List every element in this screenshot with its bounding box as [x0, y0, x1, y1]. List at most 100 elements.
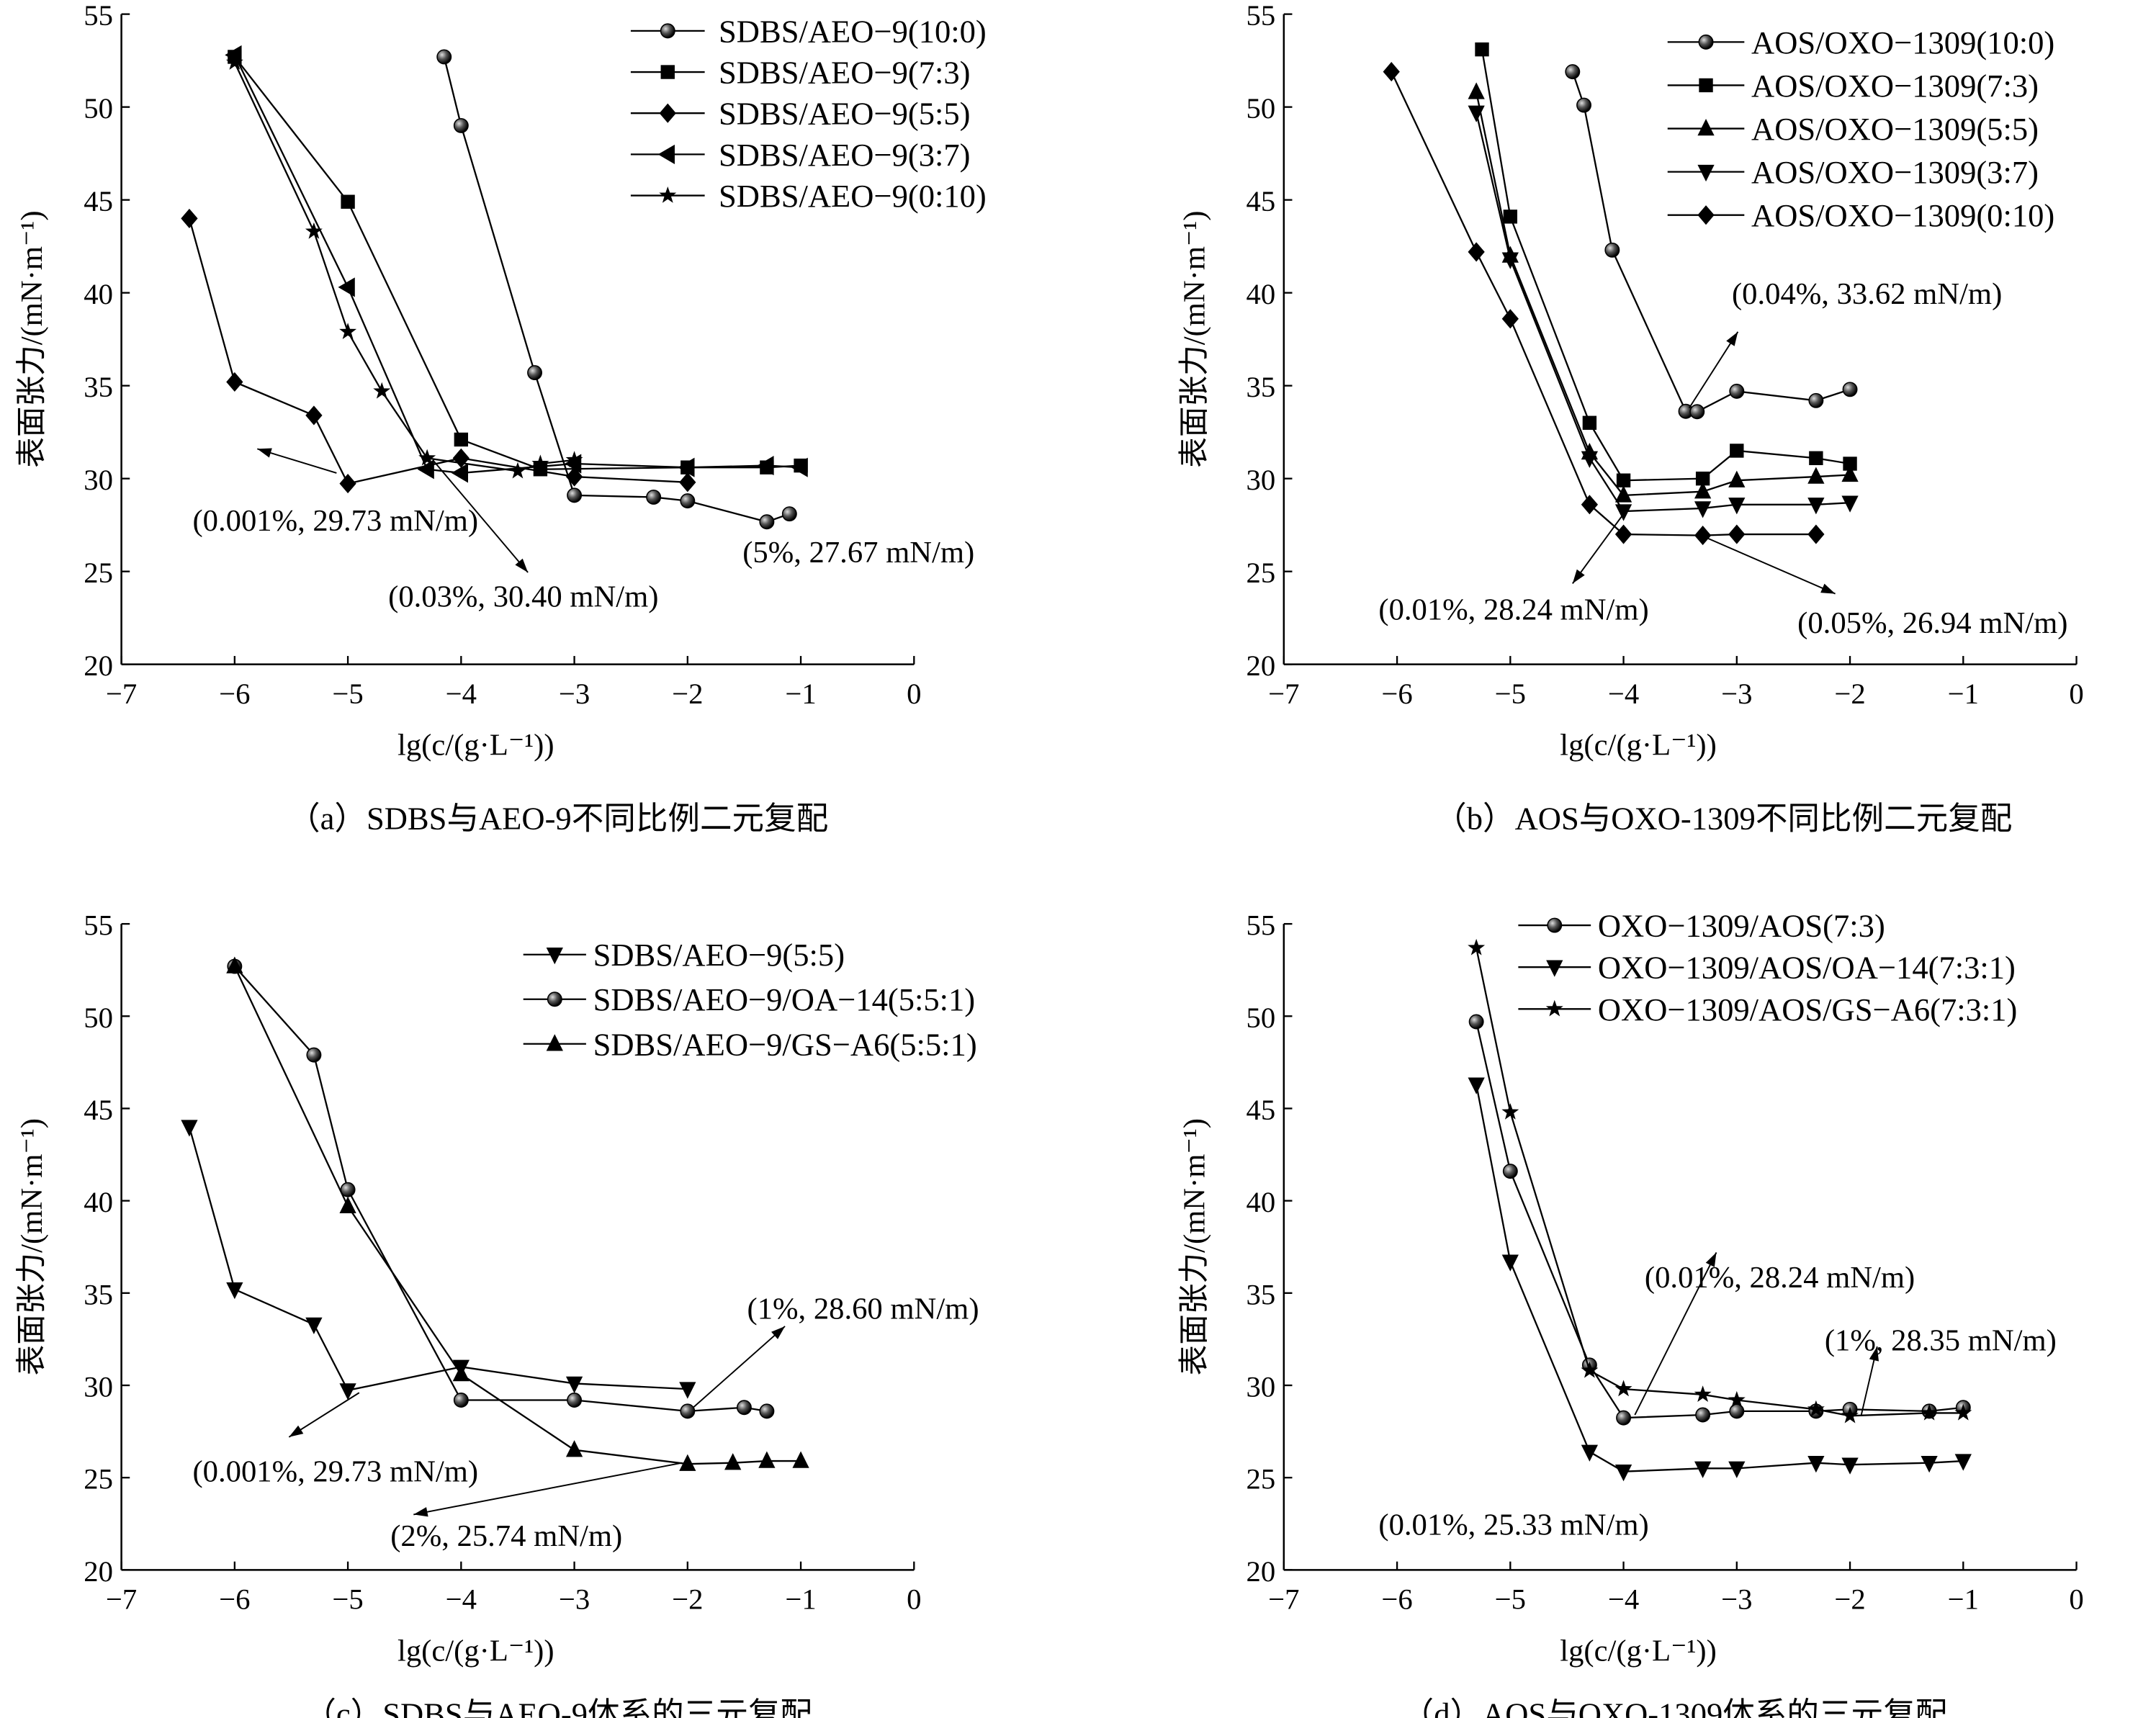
data-point — [451, 463, 469, 483]
data-point — [1841, 495, 1859, 513]
data-point — [1843, 457, 1857, 471]
x-tick-label: −2 — [672, 678, 703, 710]
data-point — [1921, 1403, 1939, 1421]
x-tick-label: −1 — [1948, 1583, 1979, 1616]
annotation-label: (0.001%, 29.73 mN/m) — [192, 1454, 478, 1488]
data-point — [679, 1382, 696, 1399]
annotation-arrow — [1702, 535, 1836, 595]
y-tick-label: 20 — [84, 649, 113, 682]
y-tick-label: 55 — [84, 0, 113, 32]
legend-label: SDBS/AEO−9/GS−A6(5:5:1) — [593, 1026, 977, 1062]
y-tick-label: 45 — [1247, 185, 1276, 217]
y-tick-label: 35 — [84, 371, 113, 403]
x-tick-label: −1 — [785, 1583, 816, 1616]
annotation-label: (1%, 28.60 mN/m) — [747, 1292, 979, 1326]
data-point — [781, 506, 797, 522]
series-line — [188, 1126, 688, 1392]
y-tick-label: 35 — [1247, 1278, 1276, 1310]
x-tick-label: −2 — [672, 1583, 703, 1616]
annotation-label: (5%, 27.67 mN/m) — [742, 536, 974, 570]
data-point — [736, 1400, 752, 1416]
y-tick-label: 40 — [1247, 278, 1276, 310]
data-point — [1807, 524, 1825, 544]
legend-label: SDBS/AEO−9(5:5) — [719, 96, 970, 132]
data-point — [1604, 242, 1620, 258]
data-point — [1502, 1164, 1518, 1179]
data-point — [1581, 495, 1599, 515]
data-point — [338, 277, 355, 297]
legend-marker-icon — [1545, 999, 1563, 1017]
data-point — [646, 489, 662, 505]
x-tick-label: 0 — [2069, 1583, 2083, 1616]
series-line — [443, 56, 790, 523]
arrowhead-icon — [289, 1425, 304, 1437]
x-tick-label: −3 — [559, 1583, 590, 1616]
series-4 — [225, 53, 583, 479]
data-point — [1468, 242, 1485, 262]
data-point — [527, 365, 542, 381]
x-tick-label: −4 — [1608, 1583, 1639, 1616]
data-point — [1728, 1461, 1746, 1478]
legend-marker-icon — [547, 991, 562, 1007]
data-point — [567, 1393, 583, 1408]
y-tick-label: 30 — [1247, 1370, 1276, 1403]
data-point — [565, 451, 583, 468]
legend-marker-icon — [1697, 118, 1715, 136]
data-point — [680, 493, 696, 509]
data-point — [305, 405, 323, 426]
data-point — [1807, 1455, 1825, 1473]
legend-marker-icon — [1546, 960, 1563, 977]
annotation-label: (0.03%, 30.40 mN/m) — [388, 580, 658, 614]
arrowhead-icon — [1572, 569, 1585, 584]
x-tick-label: −3 — [559, 678, 590, 710]
series-line — [1475, 91, 1851, 497]
x-tick-label: −2 — [1834, 1583, 1865, 1616]
legend-label: SDBS/AEO−9(5:5) — [593, 937, 845, 973]
data-point — [1728, 498, 1746, 515]
annotation-arrow — [693, 1326, 786, 1408]
data-point — [759, 1403, 775, 1419]
series-line — [1475, 112, 1851, 513]
annotation-label: (2%, 25.74 mN/m) — [390, 1519, 622, 1553]
data-point — [792, 1451, 809, 1468]
x-tick-label: −4 — [446, 678, 477, 710]
data-point — [1501, 1254, 1519, 1272]
series-1 — [227, 958, 775, 1419]
x-tick-label: −5 — [1495, 1583, 1526, 1616]
data-point — [226, 1282, 243, 1300]
data-point — [1576, 97, 1591, 113]
data-point — [1501, 1102, 1519, 1120]
data-point — [1695, 1407, 1711, 1423]
x-tick-label: −2 — [1834, 678, 1865, 710]
data-point — [724, 1453, 742, 1470]
series-2 — [226, 956, 809, 1471]
series-3 — [1468, 105, 1859, 521]
data-point — [791, 457, 808, 477]
data-point — [1807, 467, 1825, 484]
data-point — [181, 208, 198, 229]
data-point — [759, 514, 775, 530]
data-point — [757, 456, 774, 476]
arrowhead-icon — [413, 1507, 428, 1517]
x-tick-label: −4 — [446, 1583, 477, 1616]
arrowhead-icon — [771, 1326, 786, 1339]
series-2 — [1468, 938, 1972, 1424]
data-point — [1842, 382, 1858, 397]
panel-d: −7 −6 −5 −4 −3 −2 −1 0 20 25 30 35 40 45 50 55 lg(c/(g·L… — [1177, 908, 2083, 1718]
x-tick-label: 0 — [907, 678, 921, 710]
annotation-arrow — [1688, 331, 1739, 409]
y-tick-label: 25 — [1247, 557, 1276, 589]
data-point — [758, 1451, 776, 1468]
series-line — [233, 966, 801, 1465]
legend-marker-icon — [657, 144, 675, 164]
data-point — [339, 323, 357, 340]
legend-label: AOS/OXO−1309(5:5) — [1751, 111, 2039, 147]
y-tick-label: 55 — [1247, 0, 1276, 32]
data-point — [1614, 504, 1632, 521]
y-axis-label: 表面张力/(mN·m⁻¹) — [15, 1118, 49, 1375]
data-point — [1468, 1077, 1485, 1094]
data-point — [1614, 1465, 1632, 1482]
data-point — [1614, 485, 1632, 503]
legend-label: SDBS/AEO−9(7:3) — [719, 55, 970, 91]
